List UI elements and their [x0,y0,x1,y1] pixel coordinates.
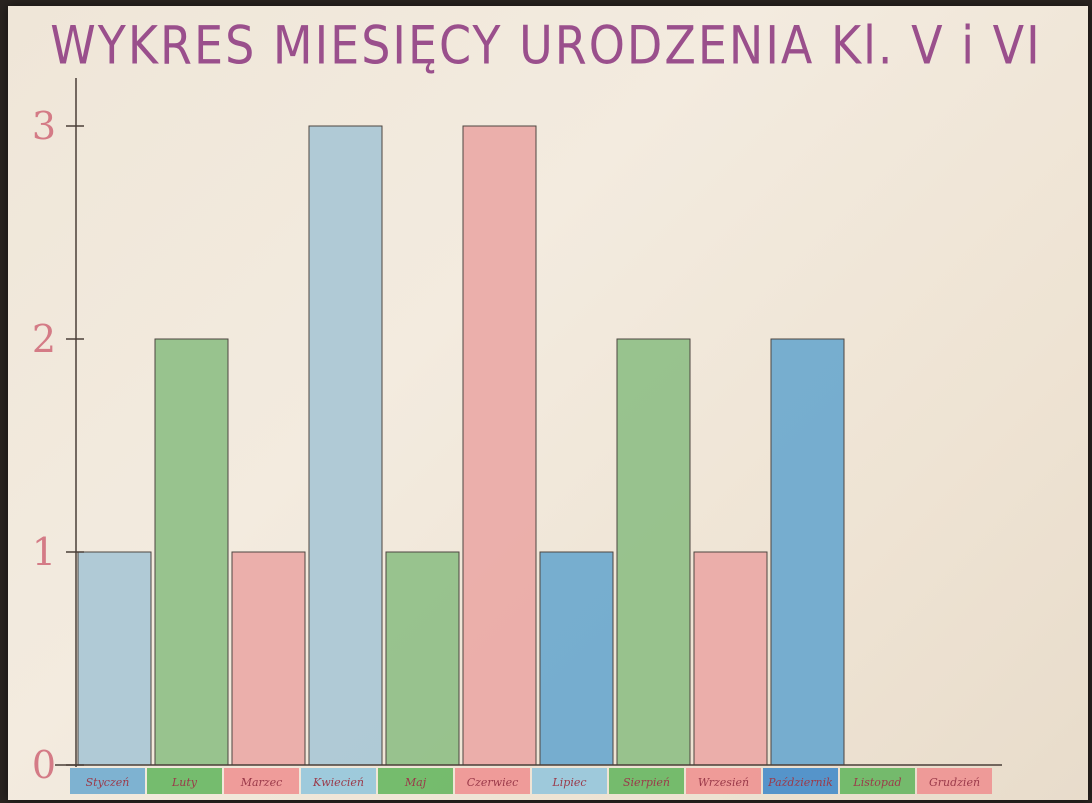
x-tick-label: Lipiec [551,776,586,789]
axis-group [55,78,1002,767]
month-label-strip [224,768,299,794]
bar-luty [154,338,229,766]
chart-title: WYKRES MIESIĘCY URODZENIA Kl. V i VI [50,13,1042,77]
month-label-strip [455,768,530,794]
x-tick-label: Marzec [240,776,283,789]
bar-styczeń [77,551,152,766]
bar-kwiecień [308,125,383,766]
x-tick-label: Czerwiec [467,776,519,789]
bar-marzec [231,551,306,766]
bar-sierpień [616,338,691,766]
month-label-strip [70,768,145,794]
y-tick-label: 0 [32,743,56,787]
bar-październik [770,338,845,766]
month-label-strip [763,768,838,794]
x-labels-group: Styczeń Luty Marzec Kwiecień Maj Czerwiec Lipi… [70,768,992,794]
y-tick-label: 1 [32,530,56,574]
month-label-strip [917,768,992,794]
y-tick-label: 2 [32,317,56,361]
month-label-strip [686,768,761,794]
month-label-strip [532,768,607,794]
bar-czerwiec [462,125,537,766]
x-tick-label: Grudzień [929,776,980,789]
month-label-strip [147,768,222,794]
month-label-strip [609,768,684,794]
x-tick-label: Wrzesień [698,776,749,789]
bar-wrzesień [693,551,768,766]
month-label-strip [301,768,376,794]
x-tick-label: Styczeń [86,776,130,789]
y-tick-label: 3 [32,104,56,148]
x-tick-label: Listopad [852,776,901,789]
x-tick-label: Sierpień [623,776,670,789]
month-label-strip [840,768,915,794]
x-tick-label: Maj [404,776,427,789]
bar-maj [385,551,460,766]
bar-lipiec [539,551,614,766]
x-tick-label: Luty [171,776,198,789]
x-tick-label: Październik [767,776,833,789]
y-ticks-group: 0 1 2 3 [32,104,84,787]
bars-group [77,125,845,766]
x-tick-label: Kwiecień [312,776,364,789]
month-label-strip [378,768,453,794]
